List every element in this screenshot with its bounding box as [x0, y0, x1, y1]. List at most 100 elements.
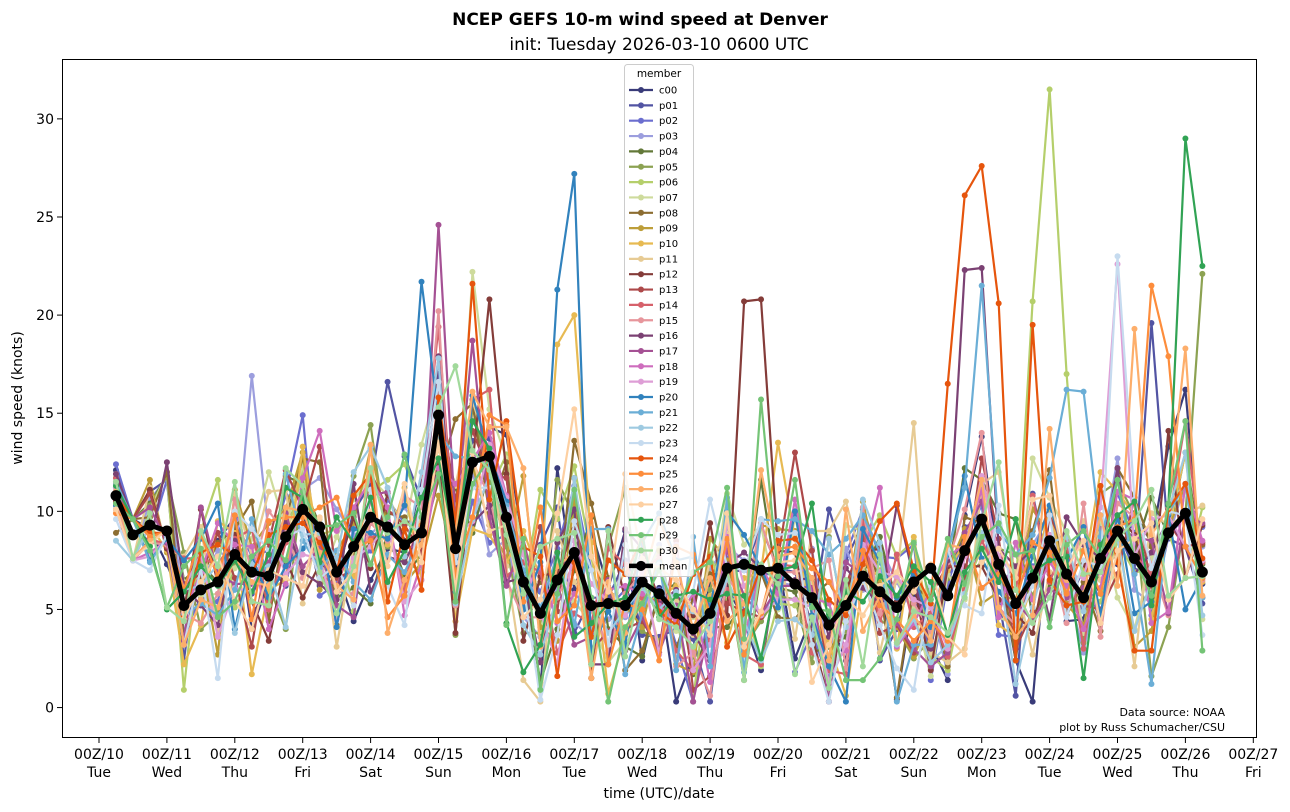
x-tick-day: Fri [770, 765, 787, 781]
legend-entry-p09: p09 [629, 224, 678, 235]
member-point [690, 643, 697, 650]
x-tick-label: 00Z/27 [1228, 747, 1278, 763]
member-point [1012, 657, 1019, 664]
member-point [741, 635, 748, 642]
legend-swatch-marker [638, 347, 644, 354]
y-tick-label: 10 [36, 504, 54, 520]
member-point [333, 624, 340, 631]
member-point [791, 543, 798, 550]
member-point [910, 596, 917, 603]
member-point [503, 622, 510, 629]
y-tick-label: 20 [36, 308, 54, 324]
member-point [452, 453, 459, 460]
member-point [893, 639, 900, 646]
member-point [1097, 569, 1104, 576]
legend-entry-p12: p12 [629, 270, 678, 281]
member-point [571, 529, 578, 536]
member-point [910, 420, 917, 427]
member-point [1080, 557, 1087, 564]
x-tick-label: 00Z/21 [821, 747, 871, 763]
member-point [401, 451, 408, 458]
member-point [180, 557, 187, 564]
member-point [588, 633, 595, 640]
mean-point [433, 409, 444, 421]
mean-point [925, 562, 937, 574]
x-tick-day: Tue [561, 765, 586, 781]
mean-point [891, 601, 903, 613]
member-point [978, 162, 985, 169]
member-point [146, 567, 153, 574]
member-point [197, 620, 204, 627]
member-point [401, 525, 408, 532]
x-tick-label: 00Z/23 [957, 747, 1007, 763]
member-point [146, 490, 153, 497]
legend-label: p23 [659, 439, 678, 450]
member-point [486, 514, 493, 521]
member-point [1046, 492, 1053, 499]
member-point [333, 527, 340, 534]
member-point [978, 545, 985, 552]
mean-point [772, 562, 784, 574]
x-tick-label: 00Z/10 [74, 747, 124, 763]
member-point [1046, 624, 1053, 631]
member-point [350, 510, 357, 517]
member-point [180, 661, 187, 668]
member-point [299, 582, 306, 589]
legend-swatch-marker [638, 547, 644, 554]
member-point [622, 582, 629, 589]
member-point [316, 427, 323, 434]
member-point [571, 406, 578, 413]
member-point [707, 692, 714, 699]
member-point [825, 557, 832, 564]
member-point [537, 504, 544, 511]
member-point [639, 590, 646, 597]
member-point [571, 170, 578, 177]
legend-swatch-marker [638, 117, 644, 124]
legend-entry-c00: c00 [629, 86, 677, 97]
member-point [248, 671, 255, 678]
member-point [282, 563, 289, 570]
member-point [1131, 518, 1138, 525]
member-point [876, 518, 883, 525]
member-point [418, 559, 425, 566]
member-point [893, 616, 900, 623]
member-point [197, 578, 204, 585]
member-point [367, 529, 374, 536]
member-point [435, 394, 442, 401]
member-point [639, 653, 646, 660]
member-point [571, 641, 578, 648]
member-point [265, 626, 272, 633]
member-point [1097, 512, 1104, 519]
member-point [588, 675, 595, 682]
member-point [673, 698, 680, 705]
member-point [944, 659, 951, 666]
member-point [214, 547, 221, 554]
member-point [707, 631, 714, 638]
member-point [995, 502, 1002, 509]
member-point [265, 508, 272, 515]
member-point [486, 527, 493, 534]
legend-entry-p14: p14 [629, 300, 678, 311]
member-point [707, 559, 714, 566]
mean-point [993, 558, 1005, 570]
member-point [1097, 590, 1104, 597]
member-point [214, 541, 221, 548]
member-point [859, 561, 866, 568]
member-point [248, 553, 255, 560]
legend-label: p29 [659, 531, 678, 542]
member-point [214, 590, 221, 597]
member-point [1029, 496, 1036, 503]
member-point [1063, 527, 1070, 534]
member-point [961, 594, 968, 601]
legend-swatch-marker [638, 470, 644, 477]
legend-swatch-marker [638, 394, 644, 400]
member-point [961, 580, 968, 587]
member-point [791, 671, 798, 678]
member-point [367, 465, 374, 472]
member-point [231, 512, 238, 519]
member-point [316, 586, 323, 593]
member-point [146, 510, 153, 517]
member-point [1165, 427, 1172, 434]
legend-swatch-marker [638, 516, 644, 523]
legend-label: p16 [659, 331, 678, 342]
